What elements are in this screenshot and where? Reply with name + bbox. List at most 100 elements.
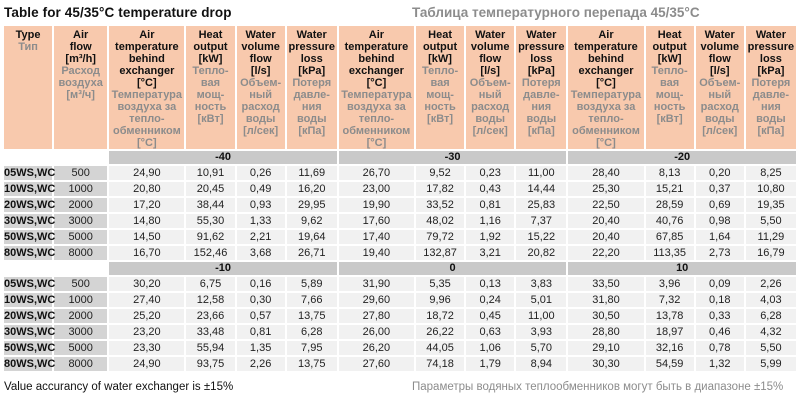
value-cell: 54,59 bbox=[645, 357, 694, 371]
header-water-pressure-g3: Water pressure loss [kPa] Потеря давле- … bbox=[745, 26, 796, 149]
table-block-negative-temps: -40 -30 -20 05WS,WC 500 24,90 10,91 0,26 11,6… bbox=[4, 151, 796, 260]
value-cell: 0,46 bbox=[695, 325, 744, 339]
value-cell: 3,21 bbox=[466, 246, 515, 260]
value-cell: 1,35 bbox=[236, 341, 285, 355]
value-cell: 16,79 bbox=[745, 246, 796, 260]
value-cell: 20,40 bbox=[568, 230, 644, 244]
value-cell: 29,60 bbox=[338, 293, 414, 307]
value-cell: 20,45 bbox=[186, 182, 235, 196]
header-heat-output-g1: Heat output [kW] Тепло- вая мощ- ность [… bbox=[186, 26, 235, 149]
value-cell: 23,66 bbox=[186, 309, 235, 323]
table-row: 50WS,WC 5000 23,30 55,94 1,35 7,95 26,20 44,05 1… bbox=[4, 341, 796, 355]
value-cell: 12,58 bbox=[186, 293, 235, 307]
value-cell: 7,95 bbox=[286, 341, 337, 355]
value-cell: 23,20 bbox=[109, 325, 185, 339]
value-cell: 91,62 bbox=[186, 230, 235, 244]
value-cell: 9,52 bbox=[416, 166, 465, 180]
value-cell: 0,81 bbox=[466, 198, 515, 212]
header-type-en: Type bbox=[15, 29, 41, 41]
value-cell: 18,97 bbox=[645, 325, 694, 339]
header-heat-output-en: Heat output [kW] bbox=[422, 29, 458, 65]
value-cell: 13,75 bbox=[286, 309, 337, 323]
value-cell: 20,80 bbox=[109, 182, 185, 196]
temperature-band-row: -10 0 10 bbox=[4, 262, 796, 275]
band-spacer bbox=[4, 262, 107, 275]
header-heat-output-en: Heat output [kW] bbox=[193, 29, 228, 65]
value-cell: 79,72 bbox=[416, 230, 465, 244]
table-row: 50WS,WC 5000 14,50 91,62 2,21 19,64 17,40 79,72… bbox=[4, 230, 796, 244]
header-air-temp-ru: Температура воздуха за тепло- обменником… bbox=[570, 89, 642, 149]
value-cell: 30,30 bbox=[568, 357, 644, 371]
row-type-label: 50WS,WC bbox=[4, 230, 56, 244]
header-heat-output-g3: Heat output [kW] Тепло- вая мощ- ность [… bbox=[645, 26, 694, 149]
value-cell: 16,70 bbox=[109, 246, 185, 260]
header-air-temp-g3: Air temperature behind exchanger [°C] Те… bbox=[568, 26, 644, 149]
value-cell: 27,60 bbox=[338, 357, 414, 371]
value-cell: 132,87 bbox=[416, 246, 465, 260]
row-air-flow: 500 bbox=[54, 277, 108, 291]
value-cell: 25,83 bbox=[516, 198, 567, 212]
value-cell: 26,20 bbox=[338, 341, 414, 355]
value-cell: 8,94 bbox=[516, 357, 567, 371]
value-cell: 20,40 bbox=[568, 214, 644, 228]
row-type-label: 80WS,WC bbox=[4, 357, 56, 371]
value-cell: 2,26 bbox=[745, 277, 796, 291]
table-row: 30WS,WC 3000 14,80 55,30 1,33 9,62 17,60 48,02 1… bbox=[4, 214, 796, 228]
header-water-volume-ru: Объем- ный расход воды [л/сек] bbox=[699, 77, 741, 137]
header-heat-output-ru: Тепло- вая мощ- ность [кВт] bbox=[421, 65, 459, 125]
value-cell: 11,29 bbox=[745, 230, 796, 244]
header-heat-output-en: Heat output [kW] bbox=[652, 29, 687, 65]
value-cell: 16,20 bbox=[286, 182, 337, 196]
value-cell: 0,57 bbox=[236, 309, 285, 323]
header-water-pressure-ru: Потеря давле- ния воды [кПа] bbox=[751, 77, 791, 137]
value-cell: 19,64 bbox=[286, 230, 337, 244]
value-cell: 1,79 bbox=[466, 357, 515, 371]
header-water-volume-g3: Water volume flow [l/s] Объем- ный расхо… bbox=[695, 26, 744, 149]
value-cell: 13,78 bbox=[645, 309, 694, 323]
value-cell: 28,40 bbox=[568, 166, 644, 180]
value-cell: 7,32 bbox=[645, 293, 694, 307]
header-air-temp-en: Air temperature behind exchanger [°C] bbox=[344, 29, 409, 89]
row-air-flow: 5000 bbox=[54, 341, 108, 355]
value-cell: 22,50 bbox=[568, 198, 644, 212]
value-cell: 5,35 bbox=[416, 277, 465, 291]
value-cell: 5,99 bbox=[745, 357, 796, 371]
value-cell: 19,35 bbox=[745, 198, 796, 212]
value-cell: 0,13 bbox=[466, 277, 515, 291]
value-cell: 0,37 bbox=[695, 182, 744, 196]
value-cell: 26,70 bbox=[338, 166, 414, 180]
value-cell: 14,44 bbox=[516, 182, 567, 196]
header-type: Type Тип bbox=[4, 26, 53, 149]
value-cell: 67,85 bbox=[645, 230, 694, 244]
value-cell: 30,50 bbox=[568, 309, 644, 323]
value-cell: 18,72 bbox=[416, 309, 465, 323]
header-air-flow: Air flow [m³/h] Расход воздуха [м³/ч] bbox=[54, 26, 108, 149]
value-cell: 6,28 bbox=[286, 325, 337, 339]
value-cell: 32,16 bbox=[645, 341, 694, 355]
row-air-flow: 500 bbox=[54, 166, 108, 180]
band-spacer bbox=[4, 151, 107, 164]
value-cell: 1,16 bbox=[466, 214, 515, 228]
row-type-label: 10WS,WC bbox=[4, 293, 56, 307]
band-temp-label: 0 bbox=[338, 262, 567, 275]
footer-note-ru: Параметры водяных теплообменников могут … bbox=[412, 381, 784, 393]
value-cell: 38,44 bbox=[186, 198, 235, 212]
header-water-volume-g2: Water volume flow [l/s] Объем- ный расхо… bbox=[466, 26, 515, 149]
header-water-pressure-en: Water pressure loss [kPa] bbox=[288, 29, 335, 77]
value-cell: 33,48 bbox=[186, 325, 235, 339]
value-cell: 14,80 bbox=[109, 214, 185, 228]
header-air-temp-g1: Air temperature behind exchanger [°C] Те… bbox=[109, 26, 185, 149]
value-cell: 0,43 bbox=[466, 182, 515, 196]
header-heat-output-g2: Heat output [kW] Тепло- вая мощ- ность [… bbox=[416, 26, 465, 149]
value-cell: 93,75 bbox=[186, 357, 235, 371]
row-air-flow: 2000 bbox=[54, 198, 108, 212]
value-cell: 19,40 bbox=[338, 246, 414, 260]
value-cell: 7,66 bbox=[286, 293, 337, 307]
value-cell: 17,82 bbox=[416, 182, 465, 196]
header-air-flow-ru: Расход воздуха [м³/ч] bbox=[58, 65, 103, 101]
page-title-en: Table for 45/35°C temperature drop bbox=[4, 5, 232, 20]
value-cell: 26,71 bbox=[286, 246, 337, 260]
value-cell: 0,16 bbox=[236, 277, 285, 291]
value-cell: 33,52 bbox=[416, 198, 465, 212]
header-water-volume-en: Water volume flow [l/s] bbox=[470, 29, 510, 77]
